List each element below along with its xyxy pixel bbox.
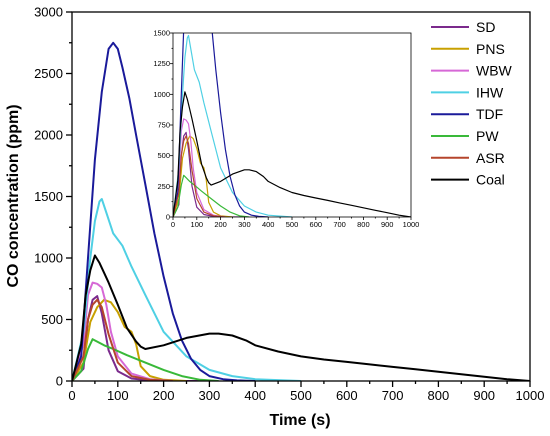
legend-label-coal: Coal bbox=[476, 172, 505, 188]
inset-plot-area bbox=[173, 33, 411, 217]
inset-series-line-tdf bbox=[173, 33, 269, 217]
legend-label-wbw: WBW bbox=[476, 63, 513, 79]
main-y-tick-label: 500 bbox=[41, 312, 63, 327]
inset-y-tick-label: 500 bbox=[157, 151, 170, 160]
legend-label-sd: SD bbox=[476, 19, 495, 35]
inset-y-tick-label: 750 bbox=[157, 121, 170, 130]
inset-series-line-asr bbox=[173, 135, 226, 217]
inset-x-tick-label: 800 bbox=[357, 220, 370, 229]
inset-series-group bbox=[173, 33, 411, 217]
x-axis-title: Time (s) bbox=[269, 412, 330, 429]
inset-x-tick-label: 0 bbox=[171, 220, 175, 229]
legend-label-asr: ASR bbox=[476, 150, 505, 166]
main-series-line-wbw bbox=[72, 281, 173, 381]
inset-x-tick-label: 200 bbox=[214, 220, 227, 229]
legend-label-pns: PNS bbox=[476, 41, 505, 57]
main-x-tick-label: 300 bbox=[199, 388, 221, 403]
inset-x-tick-label: 1000 bbox=[403, 220, 420, 229]
main-x-tick-label: 100 bbox=[107, 388, 129, 403]
main-y-tick-label: 0 bbox=[56, 374, 63, 389]
main-x-tick-label: 1000 bbox=[516, 388, 545, 403]
main-x-tick-label: 900 bbox=[473, 388, 495, 403]
legend: SD PNS WBW IHW TDF PW ASR Coal bbox=[427, 14, 527, 194]
main-series-line-coal bbox=[72, 254, 530, 381]
inset-x-tick-label: 600 bbox=[310, 220, 323, 229]
legend-label-tdf: TDF bbox=[476, 106, 503, 122]
inset-x-tick-label: 700 bbox=[333, 220, 346, 229]
inset-y-tick-label: 1250 bbox=[153, 59, 170, 68]
main-x-tick-label: 400 bbox=[244, 388, 266, 403]
inset-x-tick-label: 100 bbox=[191, 220, 204, 229]
inset-y-tick-label: 250 bbox=[157, 182, 170, 191]
inset-series-line-coal bbox=[173, 91, 411, 217]
legend-background bbox=[427, 14, 527, 194]
main-series-line-asr bbox=[72, 298, 173, 381]
inset-series-line-ihw bbox=[173, 34, 293, 217]
main-x-tick-label: 200 bbox=[153, 388, 175, 403]
main-x-tick-label: 800 bbox=[428, 388, 450, 403]
inset-plot: 0 100 200 300 400 500 600 700 800 900 1000 0 250 500 7… bbox=[153, 29, 420, 230]
main-series-group bbox=[72, 41, 530, 381]
inset-x-tick-label: 400 bbox=[262, 220, 275, 229]
main-series-line-ihw bbox=[72, 198, 302, 381]
main-x-tick-label: 700 bbox=[382, 388, 404, 403]
main-x-tick-label: 0 bbox=[68, 388, 75, 403]
main-x-tick-label: 500 bbox=[290, 388, 312, 403]
legend-label-ihw: IHW bbox=[476, 84, 504, 100]
main-y-tick-label: 2500 bbox=[34, 66, 63, 81]
y-axis-title: CO concentration (ppm) bbox=[5, 104, 22, 287]
main-y-tick-label: 2000 bbox=[34, 128, 63, 143]
inset-x-tick-label: 300 bbox=[238, 220, 251, 229]
inset-y-tick-label: 1000 bbox=[153, 90, 170, 99]
inset-y-tick-label: 1500 bbox=[153, 29, 170, 38]
main-x-tick-label: 600 bbox=[336, 388, 358, 403]
main-y-tick-label: 3000 bbox=[34, 5, 63, 20]
main-y-tick-label: 1000 bbox=[34, 251, 63, 266]
legend-label-pw: PW bbox=[476, 128, 499, 144]
inset-y-tick-label: 0 bbox=[166, 213, 170, 222]
inset-x-tick-label: 900 bbox=[381, 220, 394, 229]
inset-series-line-pns bbox=[173, 135, 233, 217]
main-series-line-pns bbox=[72, 298, 187, 381]
main-series-line-tdf bbox=[72, 41, 256, 381]
inset-x-tick-label: 500 bbox=[286, 220, 299, 229]
main-y-tick-label: 1500 bbox=[34, 189, 63, 204]
